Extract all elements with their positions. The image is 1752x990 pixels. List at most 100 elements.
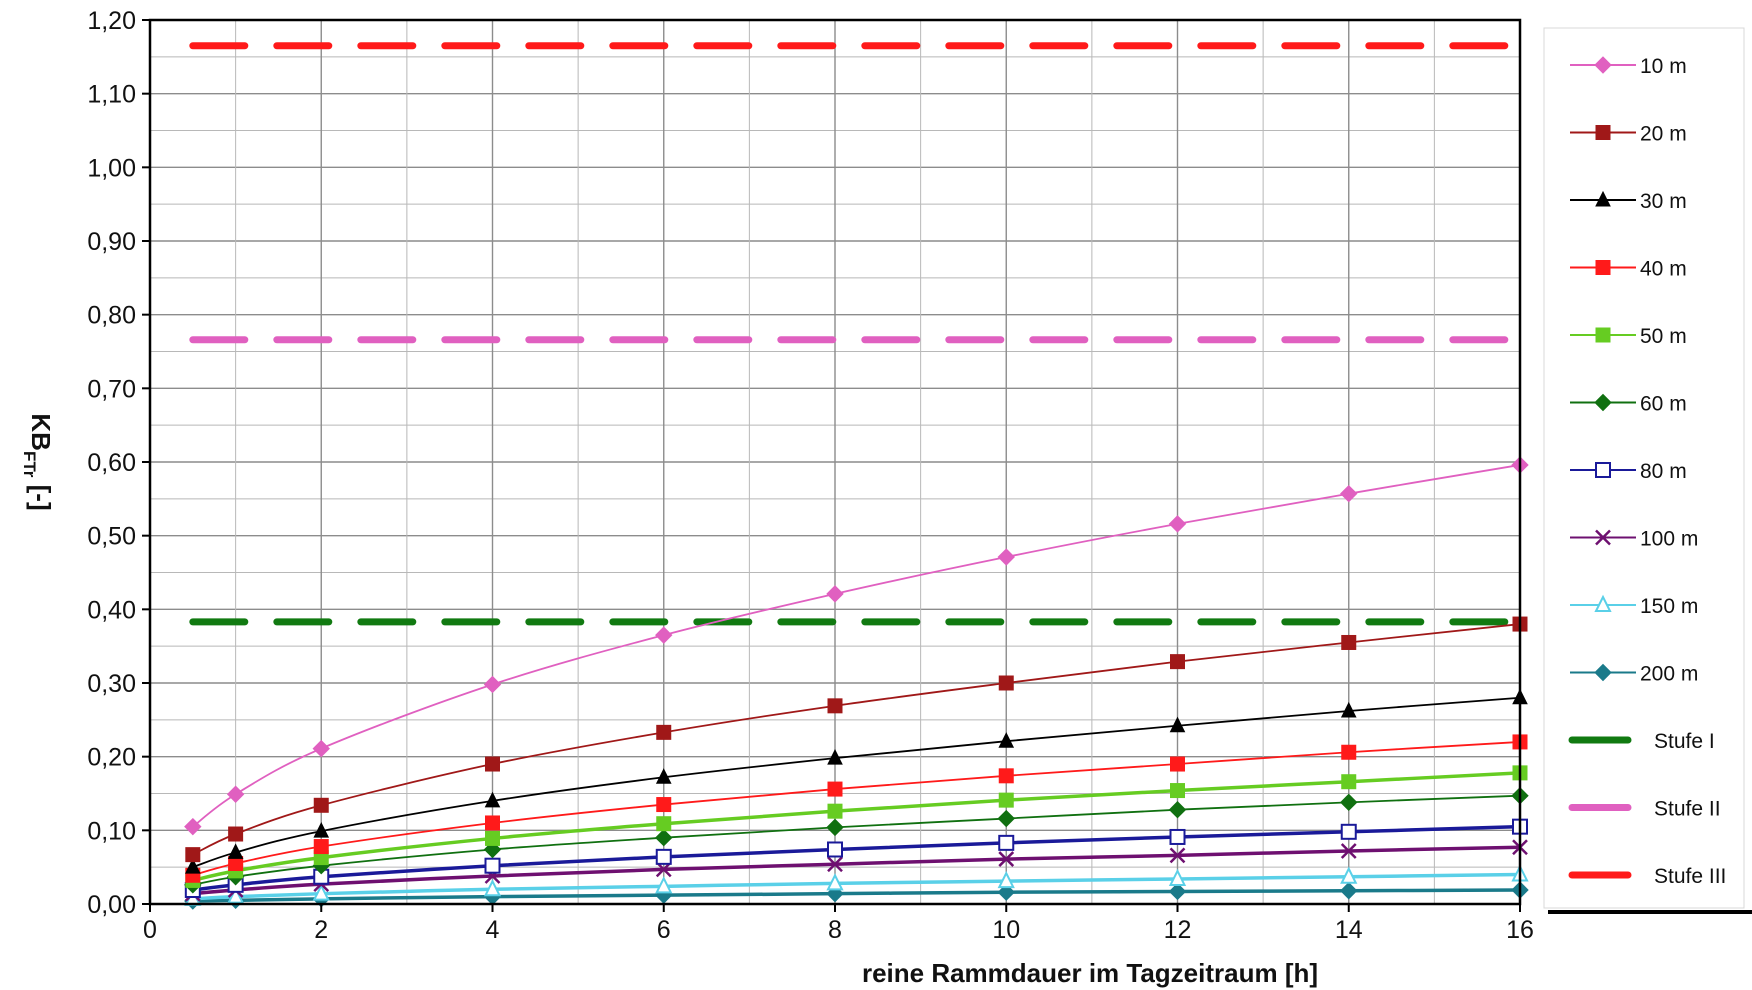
point-20-m bbox=[998, 675, 1014, 691]
legend-item-10-m: 10 m bbox=[1570, 55, 1687, 78]
legend-swatch-marker bbox=[1595, 462, 1611, 478]
point-10-m bbox=[184, 817, 202, 836]
series-20-m bbox=[185, 616, 1528, 863]
point-30-m bbox=[313, 821, 330, 838]
point-20-m bbox=[228, 826, 244, 842]
legend-item-150-m: 150 m bbox=[1570, 594, 1698, 618]
point-50-m bbox=[485, 830, 500, 846]
point-60-m bbox=[1340, 793, 1358, 812]
point-100-m bbox=[827, 856, 843, 873]
x-tick-label: 6 bbox=[657, 916, 671, 944]
point-150-m bbox=[1340, 866, 1358, 884]
point-10-m bbox=[655, 626, 673, 644]
legend-swatch-marker bbox=[1594, 594, 1612, 612]
series-30-m bbox=[185, 688, 1528, 874]
legend-item-60-m: 60 m bbox=[1570, 393, 1687, 416]
legend-item-80-m: 80 m bbox=[1570, 460, 1687, 483]
legend-swatch-marker bbox=[1594, 393, 1612, 412]
point-150-m bbox=[312, 883, 330, 901]
y-axis-title-subscript: FTr bbox=[20, 451, 39, 478]
series-line-20-m bbox=[192, 623, 1521, 856]
legend: 10 m 20 m 30 m 40 m 50 m 60 m 80 m 100 m 150 m 20… bbox=[1543, 27, 1752, 914]
legend-label: 200 m bbox=[1640, 663, 1698, 686]
point-40-m bbox=[998, 768, 1014, 784]
point-40-m bbox=[1170, 756, 1185, 772]
legend-box bbox=[1543, 27, 1745, 909]
legend-label: 80 m bbox=[1640, 460, 1687, 483]
point-80-m bbox=[1340, 823, 1357, 840]
point-150-m bbox=[227, 886, 245, 904]
legend-label: 10 m bbox=[1640, 55, 1687, 78]
legend-item-stufe-i: Stufe I bbox=[1568, 730, 1715, 753]
point-150-m bbox=[1168, 868, 1187, 886]
x-tick-label: 2 bbox=[314, 916, 328, 944]
point-150-m bbox=[655, 876, 673, 894]
x-tick-label: 12 bbox=[1164, 916, 1192, 944]
x-tick-label: 0 bbox=[143, 916, 157, 944]
point-10-m bbox=[483, 675, 502, 694]
point-80-m bbox=[998, 834, 1015, 851]
point-150-m bbox=[997, 870, 1015, 889]
legend-label: 60 m bbox=[1640, 393, 1687, 416]
point-30-m bbox=[827, 749, 843, 765]
axes: 0,00 0,10 0,20 0,30 0,40 0,50 0,60 0,70 0,80 0,90… bbox=[87, 7, 1534, 944]
point-60-m bbox=[997, 809, 1015, 828]
y-tick-label: 0,20 bbox=[87, 744, 136, 772]
y-tick-label: 0,70 bbox=[87, 375, 136, 403]
point-10-m bbox=[1168, 515, 1187, 533]
point-40-m bbox=[313, 839, 329, 855]
point-30-m bbox=[655, 768, 672, 784]
point-100-m bbox=[998, 851, 1015, 867]
point-10-m bbox=[226, 785, 245, 803]
point-60-m bbox=[655, 828, 673, 847]
x-tick-label: 14 bbox=[1335, 916, 1363, 944]
legend-swatch-marker bbox=[1595, 190, 1611, 207]
point-200-m bbox=[1340, 882, 1358, 900]
point-20-m bbox=[1170, 654, 1185, 670]
legend-item-100-m: 100 m bbox=[1570, 528, 1698, 551]
legend-swatch-marker bbox=[1594, 663, 1612, 682]
legend-label: 150 m bbox=[1640, 595, 1698, 618]
y-tick-label: 0,30 bbox=[87, 670, 136, 698]
legend-swatch-marker bbox=[1594, 56, 1612, 74]
point-30-m bbox=[227, 843, 244, 859]
point-10-m bbox=[1340, 484, 1358, 503]
y-tick-label: 0,40 bbox=[87, 596, 136, 624]
point-10-m bbox=[312, 739, 330, 758]
y-tick-label: 1,20 bbox=[87, 7, 136, 35]
legend-swatch-marker bbox=[1595, 529, 1611, 546]
point-30-m bbox=[1340, 701, 1357, 718]
point-80-m bbox=[1169, 828, 1186, 845]
point-60-m bbox=[1168, 800, 1187, 819]
point-20-m bbox=[485, 756, 500, 772]
y-tick-label: 1,00 bbox=[87, 154, 136, 182]
point-10-m bbox=[826, 585, 844, 603]
point-20-m bbox=[313, 797, 329, 813]
point-80-m bbox=[827, 841, 843, 858]
legend-label: 50 m bbox=[1640, 325, 1687, 348]
legend-swatch-marker bbox=[1595, 260, 1611, 275]
x-tick-label: 8 bbox=[828, 916, 842, 944]
y-axis-title-unit: [-] bbox=[26, 477, 56, 510]
point-150-m bbox=[483, 879, 502, 897]
legend-label: 30 m bbox=[1640, 190, 1687, 213]
point-20-m bbox=[1341, 634, 1357, 650]
point-150-m bbox=[826, 873, 844, 891]
x-tick-label: 10 bbox=[992, 916, 1020, 944]
point-20-m bbox=[185, 847, 201, 863]
point-60-m bbox=[826, 818, 844, 837]
y-tick-label: 0,80 bbox=[87, 302, 136, 330]
point-100-m bbox=[1169, 847, 1186, 864]
legend-label: 20 m bbox=[1640, 123, 1687, 146]
series-10-m bbox=[184, 456, 1529, 836]
legend-label: 40 m bbox=[1640, 258, 1687, 281]
legend-item-stufe-iii: Stufe III bbox=[1568, 865, 1726, 888]
point-20-m bbox=[827, 698, 843, 714]
point-200-m bbox=[1168, 882, 1187, 901]
point-10-m bbox=[997, 548, 1015, 566]
point-100-m bbox=[1340, 843, 1357, 859]
y-tick-label: 0,90 bbox=[87, 228, 136, 256]
x-tick-label: 16 bbox=[1506, 916, 1534, 944]
legend-item-30-m: 30 m bbox=[1570, 190, 1687, 213]
